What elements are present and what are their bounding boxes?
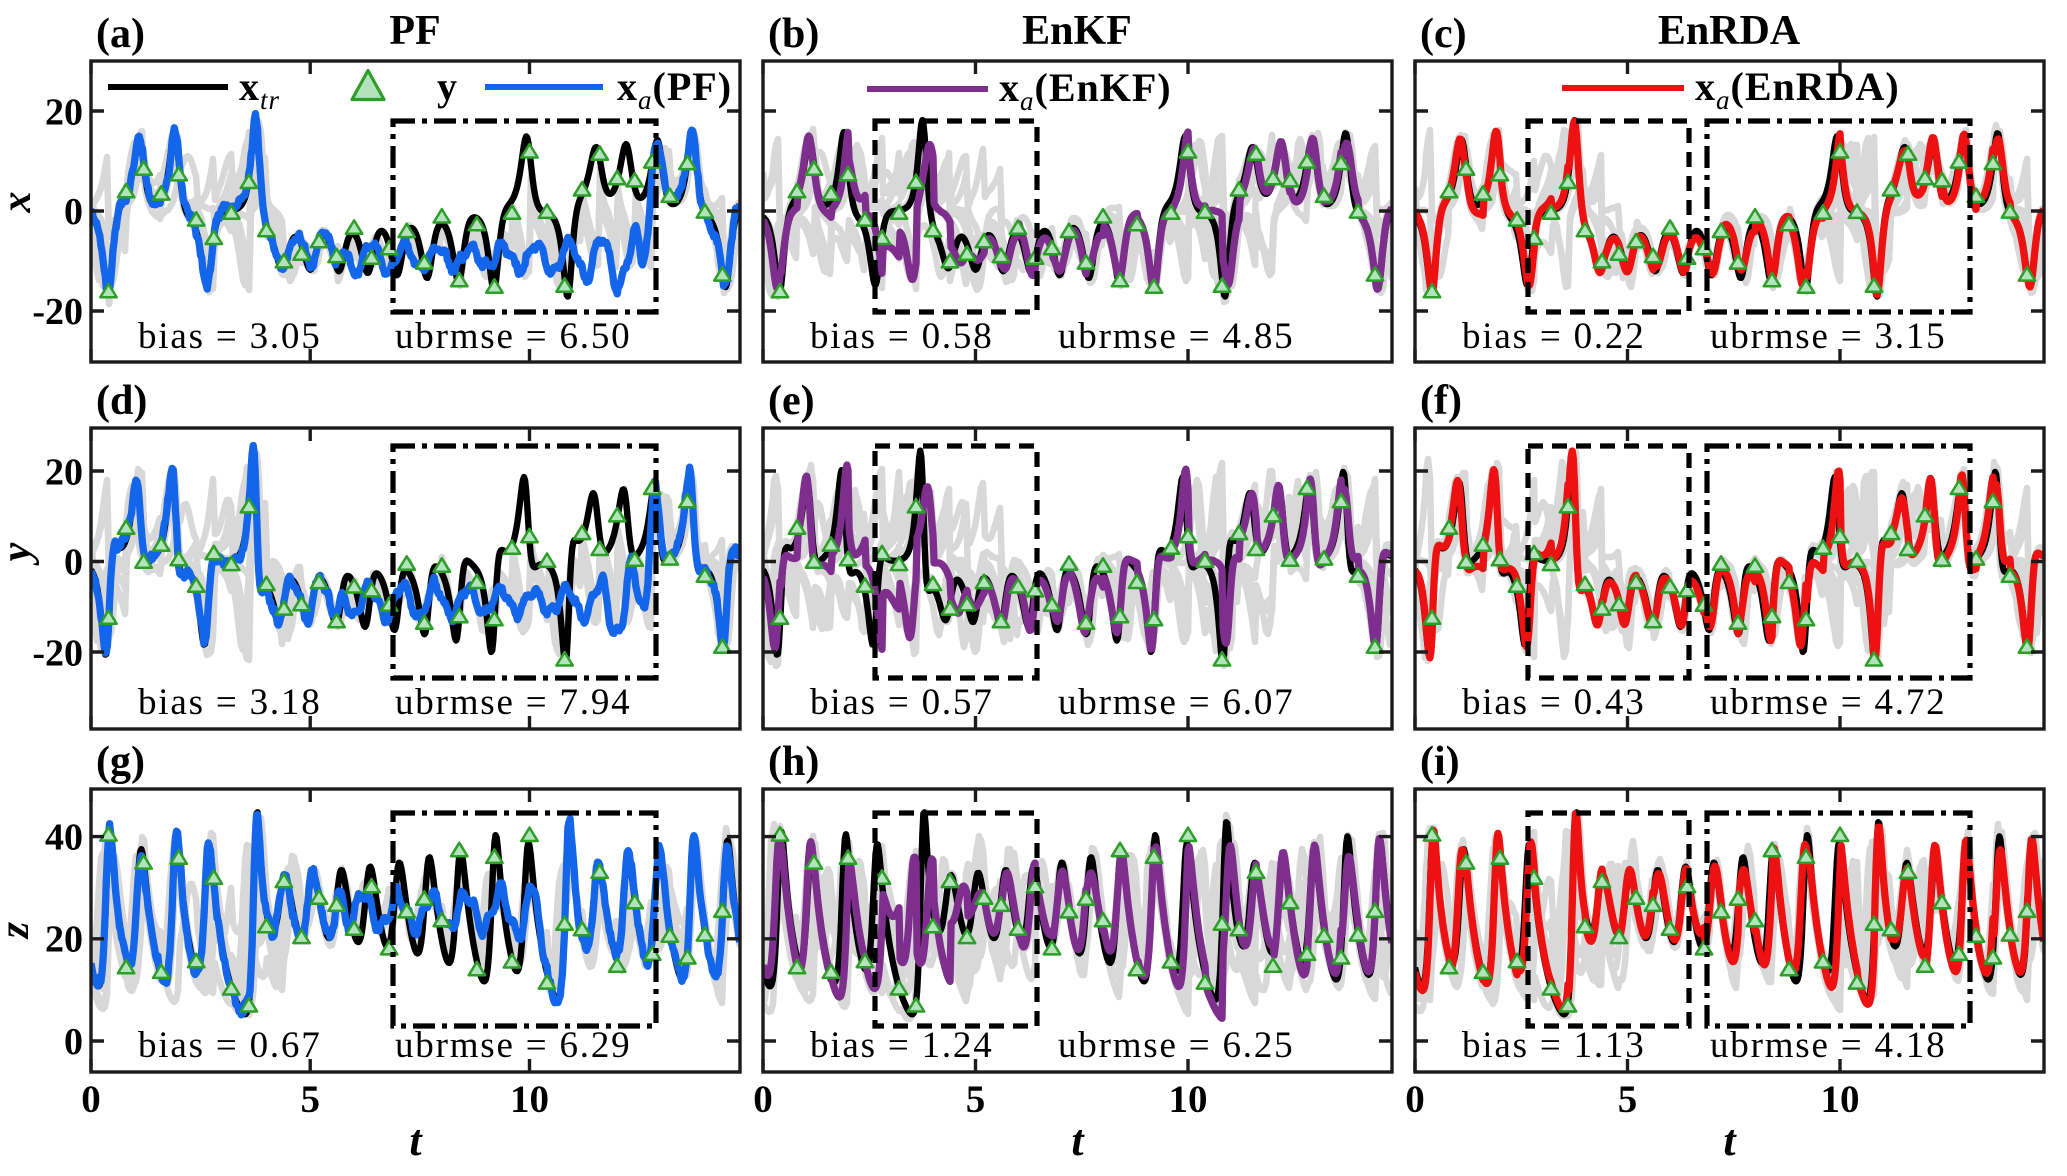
svg-text:t: t xyxy=(1723,1116,1737,1165)
svg-text:EnRDA: EnRDA xyxy=(1658,8,1801,54)
svg-text:bias = 1.24: bias = 1.24 xyxy=(810,1025,994,1066)
svg-text:10: 10 xyxy=(1821,1078,1860,1121)
svg-text:20: 20 xyxy=(45,918,83,960)
svg-text:bias = 0.57: bias = 0.57 xyxy=(810,682,994,723)
svg-text:-20: -20 xyxy=(32,633,83,675)
svg-text:bias = 3.18: bias = 3.18 xyxy=(138,682,322,723)
svg-text:(d): (d) xyxy=(96,378,147,424)
svg-text:20: 20 xyxy=(45,452,83,494)
svg-text:PF: PF xyxy=(389,8,440,54)
svg-text:(f): (f) xyxy=(1420,378,1462,424)
svg-text:ubrmse = 7.94: ubrmse = 7.94 xyxy=(395,682,631,723)
svg-text:-20: -20 xyxy=(32,291,83,333)
svg-text:x: x xyxy=(0,192,40,214)
svg-text:(g): (g) xyxy=(96,739,145,785)
svg-text:bias = 1.13: bias = 1.13 xyxy=(1462,1025,1646,1066)
svg-text:bias = 0.58: bias = 0.58 xyxy=(810,316,994,357)
svg-text:(a): (a) xyxy=(96,11,145,57)
svg-text:0: 0 xyxy=(64,191,83,233)
svg-text:10: 10 xyxy=(1169,1078,1208,1121)
svg-text:20: 20 xyxy=(45,92,83,134)
svg-text:5: 5 xyxy=(966,1078,986,1121)
svg-text:(i): (i) xyxy=(1420,739,1460,785)
svg-text:ubrmse = 4.85: ubrmse = 4.85 xyxy=(1058,316,1294,357)
svg-text:(c): (c) xyxy=(1420,11,1467,57)
svg-text:ubrmse = 4.72: ubrmse = 4.72 xyxy=(1710,682,1946,723)
svg-text:xa(PF): xa(PF) xyxy=(617,64,732,115)
svg-text:0: 0 xyxy=(64,1021,83,1063)
svg-text:5: 5 xyxy=(1618,1078,1638,1121)
svg-text:y: y xyxy=(437,64,457,109)
svg-text:0: 0 xyxy=(81,1078,101,1121)
svg-text:bias = 0.67: bias = 0.67 xyxy=(138,1025,322,1066)
svg-text:ubrmse = 6.25: ubrmse = 6.25 xyxy=(1058,1025,1294,1066)
svg-text:0: 0 xyxy=(1405,1078,1425,1121)
svg-text:z: z xyxy=(0,921,38,940)
svg-text:ubrmse = 6.07: ubrmse = 6.07 xyxy=(1058,682,1294,723)
svg-text:40: 40 xyxy=(45,817,83,859)
svg-text:0: 0 xyxy=(753,1078,773,1121)
svg-text:ubrmse = 6.50: ubrmse = 6.50 xyxy=(395,316,631,357)
svg-text:bias = 0.22: bias = 0.22 xyxy=(1462,316,1646,357)
svg-text:(e): (e) xyxy=(768,378,815,424)
svg-text:bias = 0.43: bias = 0.43 xyxy=(1462,682,1646,723)
svg-text:(h): (h) xyxy=(768,739,819,785)
svg-text:t: t xyxy=(1071,1116,1085,1165)
svg-text:EnKF: EnKF xyxy=(1022,8,1132,54)
svg-text:(b): (b) xyxy=(768,11,819,57)
svg-text:bias = 3.05: bias = 3.05 xyxy=(138,316,322,357)
svg-text:5: 5 xyxy=(301,1078,321,1121)
svg-text:0: 0 xyxy=(64,542,83,584)
svg-text:ubrmse = 4.18: ubrmse = 4.18 xyxy=(1710,1025,1946,1066)
svg-text:ubrmse = 3.15: ubrmse = 3.15 xyxy=(1710,316,1946,357)
svg-text:10: 10 xyxy=(510,1078,549,1121)
svg-text:t: t xyxy=(409,1116,423,1165)
svg-text:ubrmse = 6.29: ubrmse = 6.29 xyxy=(395,1025,631,1066)
